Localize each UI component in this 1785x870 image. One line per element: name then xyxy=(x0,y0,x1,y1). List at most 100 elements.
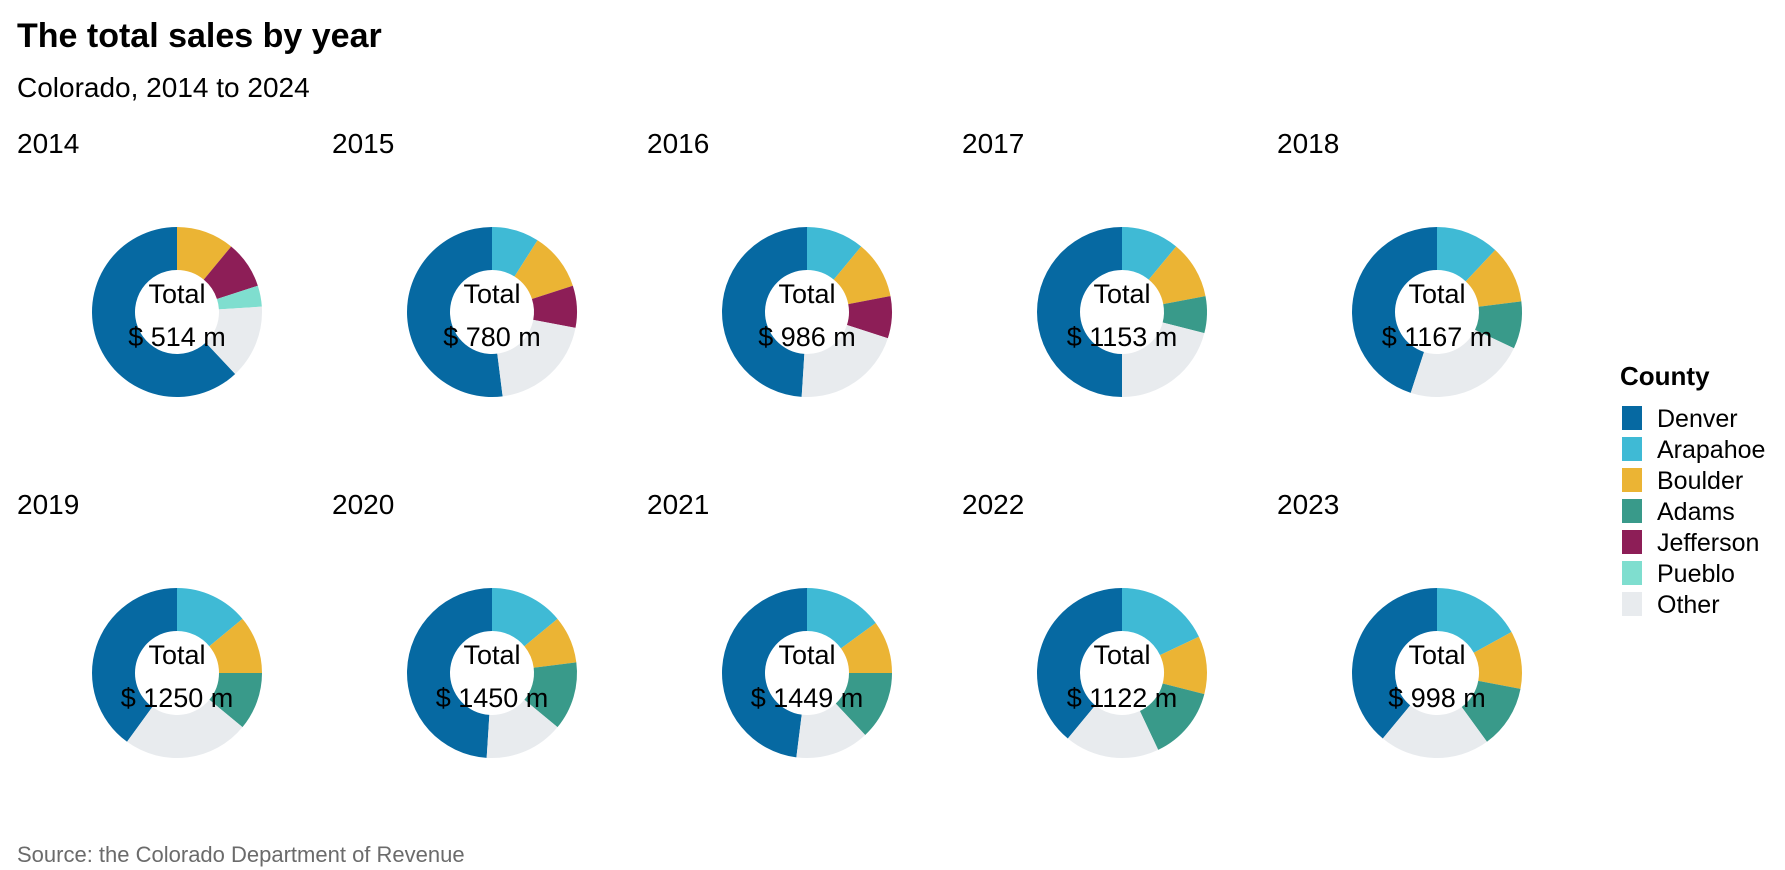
slice-denver-2023 xyxy=(1352,588,1437,739)
legend-label-boulder: Boulder xyxy=(1657,467,1743,495)
donut-panel-2018: 2018 Total $ 1167 m xyxy=(1277,128,1522,398)
panel-year-label: 2020 xyxy=(332,489,394,520)
panel-year-label: 2023 xyxy=(1277,489,1339,520)
slice-arapahoe-2016 xyxy=(807,227,862,280)
donut-center-label: Total xyxy=(1093,640,1150,670)
legend-label-jefferson: Jefferson xyxy=(1657,529,1759,557)
legend-swatch-boulder xyxy=(1622,468,1642,492)
slice-denver-2020 xyxy=(406,588,492,758)
slice-other-2021 xyxy=(796,703,866,758)
slice-other-2018 xyxy=(1410,329,1514,398)
donut-panel-2017: 2017 Total $ 1153 m xyxy=(962,128,1208,397)
slice-pueblo-2014 xyxy=(216,285,262,310)
legend-label-denver: Denver xyxy=(1657,405,1738,433)
donut-center-label: Total xyxy=(1093,279,1150,309)
slice-jefferson-2014 xyxy=(203,246,258,300)
legend: County Denver Arapahoe Boulder Adams Jeffers… xyxy=(1620,361,1765,619)
legend-label-adams: Adams xyxy=(1657,498,1735,526)
slice-other-2014 xyxy=(205,306,262,374)
legend-label-pueblo: Pueblo xyxy=(1657,560,1735,588)
slice-other-2017 xyxy=(1122,322,1205,397)
slice-arapahoe-2021 xyxy=(807,588,876,649)
slice-other-2022 xyxy=(1067,705,1159,759)
legend-swatch-denver xyxy=(1622,406,1642,430)
slice-denver-2015 xyxy=(407,227,503,397)
slice-other-2023 xyxy=(1382,705,1487,758)
donut-total-label: $ 780 m xyxy=(443,322,541,352)
donut-panel-2022: 2022 Total $ 1122 m xyxy=(962,489,1207,759)
slice-boulder-2015 xyxy=(514,240,573,300)
slice-denver-2021 xyxy=(721,588,807,758)
slice-adams-2017 xyxy=(1162,296,1208,334)
slice-arapahoe-2023 xyxy=(1437,588,1512,653)
legend-label-arapahoe: Arapahoe xyxy=(1657,436,1765,464)
slice-boulder-2022 xyxy=(1160,636,1207,695)
donut-total-label: $ 1250 m xyxy=(121,683,234,713)
donut-panel-2020: 2020 Total $ 1450 m xyxy=(332,489,577,758)
slice-arapahoe-2020 xyxy=(492,588,558,647)
panel-year-label: 2022 xyxy=(962,489,1024,520)
slice-other-2020 xyxy=(486,699,558,758)
slice-arapahoe-2022 xyxy=(1122,588,1199,656)
donut-total-label: $ 1122 m xyxy=(1067,683,1178,713)
slice-arapahoe-2015 xyxy=(492,227,538,277)
slice-other-2016 xyxy=(801,324,888,397)
donut-panel-2014: 2014 Total $ 514 m xyxy=(17,128,262,398)
donut-panels: 2014 Total $ 514 m 2015 Total $ 780 m 2016 Tota… xyxy=(17,128,1522,759)
donut-total-label: $ 1153 m xyxy=(1067,322,1178,352)
slice-denver-2022 xyxy=(1037,588,1122,739)
donut-center-label: Total xyxy=(1408,279,1465,309)
panel-year-label: 2017 xyxy=(962,128,1024,159)
donut-panel-2023: 2023 Total $ 998 m xyxy=(1277,489,1522,758)
legend-swatch-adams xyxy=(1622,499,1642,523)
panel-year-label: 2021 xyxy=(647,489,709,520)
panel-year-label: 2015 xyxy=(332,128,394,159)
slice-arapahoe-2017 xyxy=(1122,227,1177,280)
slice-boulder-2018 xyxy=(1465,250,1522,307)
donut-center-label: Total xyxy=(778,640,835,670)
slice-other-2015 xyxy=(497,319,576,397)
donut-total-label: $ 514 m xyxy=(128,322,226,352)
source-note: Source: the Colorado Department of Reven… xyxy=(17,842,465,867)
slice-adams-2019 xyxy=(209,673,262,728)
slice-adams-2020 xyxy=(524,662,577,728)
panel-year-label: 2019 xyxy=(17,489,79,520)
slice-jefferson-2015 xyxy=(531,285,578,328)
slice-arapahoe-2018 xyxy=(1437,227,1496,282)
slice-arapahoe-2019 xyxy=(177,588,243,647)
donut-center-label: Total xyxy=(148,279,205,309)
legend-title: County xyxy=(1620,361,1710,391)
slice-boulder-2016 xyxy=(833,246,891,305)
slice-adams-2018 xyxy=(1475,301,1522,349)
donut-panel-2015: 2015 Total $ 780 m xyxy=(332,128,578,397)
slice-boulder-2014 xyxy=(177,227,232,280)
chart-title: The total sales by year xyxy=(17,17,382,55)
donut-panel-2016: 2016 Total $ 986 m xyxy=(647,128,892,397)
donut-total-label: $ 1449 m xyxy=(751,683,864,713)
slice-adams-2023 xyxy=(1461,680,1521,742)
donut-total-label: $ 1167 m xyxy=(1382,322,1493,352)
slice-boulder-2017 xyxy=(1148,246,1206,305)
donut-center-label: Total xyxy=(148,640,205,670)
slice-jefferson-2016 xyxy=(846,296,892,339)
slice-denver-2017 xyxy=(1037,227,1122,397)
donut-total-label: $ 986 m xyxy=(758,322,856,352)
legend-swatch-other xyxy=(1622,592,1642,616)
legend-label-other: Other xyxy=(1657,591,1720,619)
chart-subtitle: Colorado, 2014 to 2024 xyxy=(17,72,310,103)
donut-center-label: Total xyxy=(463,640,520,670)
slice-boulder-2019 xyxy=(209,618,262,673)
panel-year-label: 2018 xyxy=(1277,128,1339,159)
slice-adams-2022 xyxy=(1139,683,1205,750)
legend-swatch-jefferson xyxy=(1622,530,1642,554)
slice-boulder-2023 xyxy=(1473,632,1522,689)
slice-other-2019 xyxy=(127,699,243,758)
donut-panel-2019: 2019 Total $ 1250 m xyxy=(17,489,262,758)
legend-swatch-pueblo xyxy=(1622,561,1642,585)
slice-denver-2014 xyxy=(92,227,236,398)
donut-center-label: Total xyxy=(463,279,520,309)
donut-center-label: Total xyxy=(1408,640,1465,670)
slice-denver-2019 xyxy=(92,588,177,742)
legend-swatch-arapahoe xyxy=(1622,437,1642,461)
